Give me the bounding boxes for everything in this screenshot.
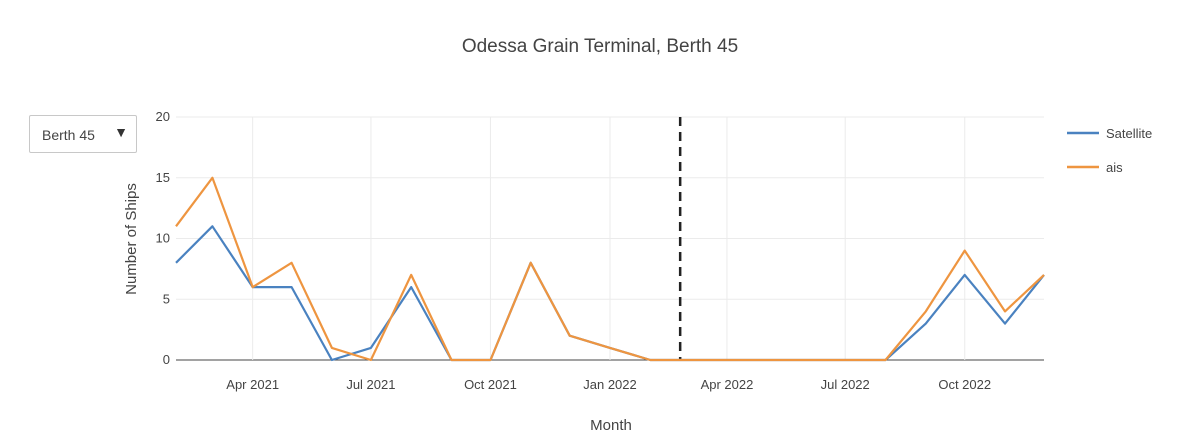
x-tick-label: Apr 2021: [226, 377, 279, 392]
y-tick-label: 20: [156, 109, 170, 124]
y-tick-label: 0: [163, 352, 170, 367]
x-tick-label: Oct 2022: [938, 377, 991, 392]
legend: Satellite ais: [1067, 126, 1152, 175]
y-axis-ticks: 0 5 10 15 20: [156, 109, 170, 367]
y-tick-label: 10: [156, 231, 170, 246]
x-axis-ticks: Apr 2021 Jul 2021 Oct 2021 Jan 2022 Apr 2022…: [226, 377, 991, 392]
legend-label-ais: ais: [1106, 160, 1123, 175]
berth-dropdown-value: Berth 45: [42, 127, 95, 143]
x-tick-label: Jul 2021: [346, 377, 395, 392]
y-tick-label: 15: [156, 170, 170, 185]
series-layer: [175, 176, 1045, 362]
series-line-ais: [175, 176, 1045, 362]
x-tick-label: Apr 2022: [701, 377, 754, 392]
x-tick-label: Jan 2022: [583, 377, 637, 392]
x-axis-title: Month: [590, 417, 632, 431]
caret-down-icon: ▼: [114, 124, 128, 140]
grid: [176, 116, 1044, 361]
berth-dropdown[interactable]: Berth 45 ▼: [29, 115, 137, 153]
x-tick-label: Jul 2022: [821, 377, 870, 392]
y-axis-title: Number of Ships: [123, 183, 140, 295]
legend-label-satellite: Satellite: [1106, 126, 1152, 141]
chart-title: Odessa Grain Terminal, Berth 45: [461, 36, 739, 57]
x-tick-label: Oct 2021: [464, 377, 517, 392]
y-tick-label: 5: [163, 291, 170, 306]
